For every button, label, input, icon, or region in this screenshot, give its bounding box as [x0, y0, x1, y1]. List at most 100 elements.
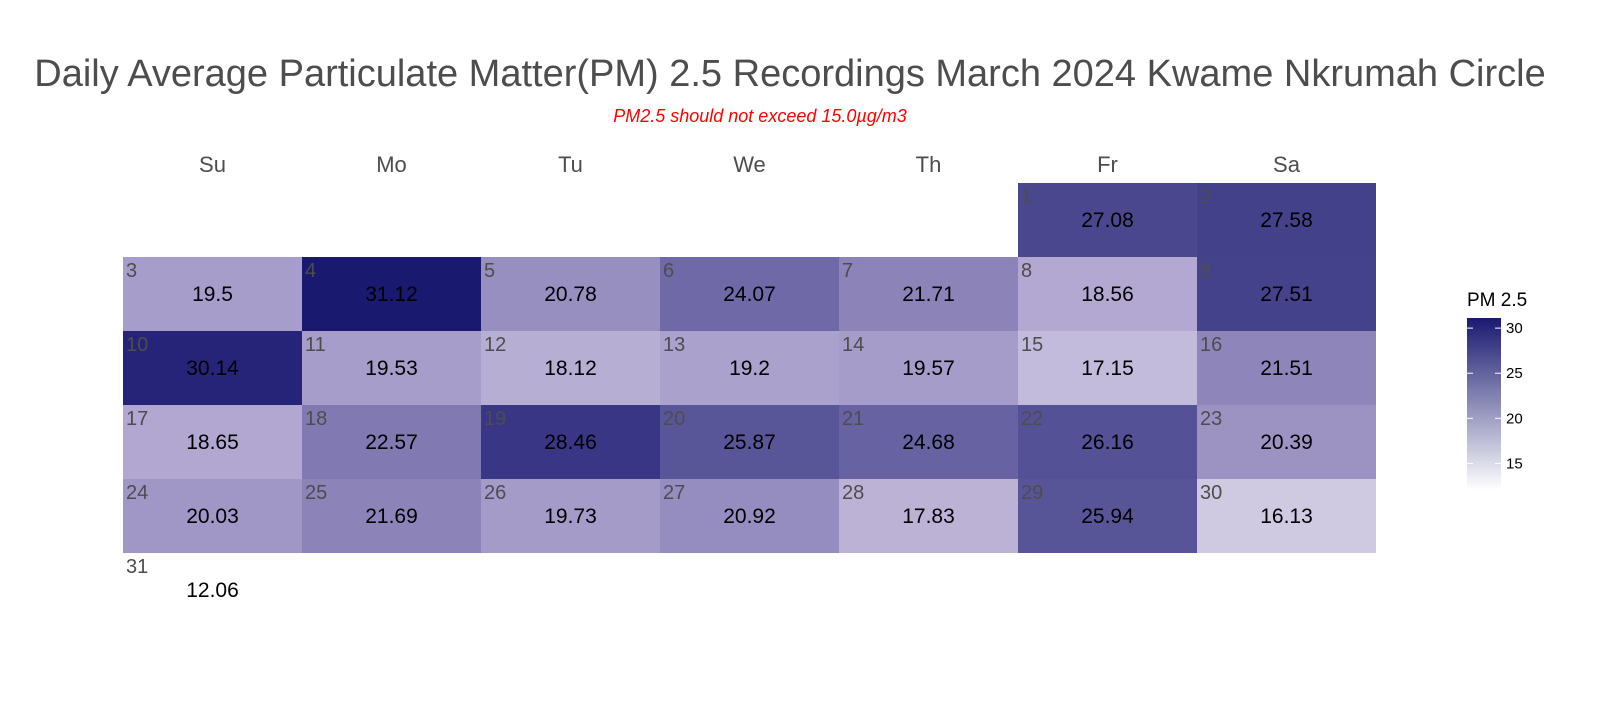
day-number-label: 19	[484, 408, 506, 430]
day-number-label: 6	[663, 260, 674, 282]
day-cell	[660, 331, 839, 405]
day-number-label: 4	[305, 260, 316, 282]
day-number-label: 30	[1200, 482, 1222, 504]
day-cell	[123, 479, 302, 553]
day-cell	[839, 331, 1018, 405]
weekday-label: Mo	[376, 152, 407, 177]
pm25-value-label: 22.57	[365, 431, 418, 454]
day-cell	[839, 405, 1018, 479]
pm25-value-label: 17.83	[902, 505, 955, 528]
legend-tick-label: 25	[1506, 365, 1523, 382]
day-number-label: 14	[842, 334, 864, 356]
day-number-label: 1	[1021, 186, 1032, 208]
day-cell	[1197, 257, 1376, 331]
day-cell	[1018, 331, 1197, 405]
pm25-value-label: 18.65	[186, 431, 239, 454]
pm25-value-label: 21.69	[365, 505, 418, 528]
day-number-label: 13	[663, 334, 685, 356]
day-cell	[839, 479, 1018, 553]
pm25-value-label: 19.73	[544, 505, 597, 528]
day-cell	[660, 257, 839, 331]
day-cell	[123, 331, 302, 405]
weekday-label: Sa	[1273, 152, 1301, 177]
pm25-value-label: 12.06	[186, 579, 239, 602]
day-number-label: 10	[126, 334, 148, 356]
weekday-label: Tu	[558, 152, 583, 177]
day-number-label: 15	[1021, 334, 1043, 356]
pm25-value-label: 19.5	[192, 283, 233, 306]
pm25-value-label: 20.92	[723, 505, 776, 528]
pm25-value-label: 21.51	[1260, 357, 1313, 380]
calendar-cells: 1 27.08 2 27.58 3 19.5 4 31.12 5 20.78 6 24.07 7 21.7…	[123, 183, 1376, 602]
pm25-value-label: 27.08	[1081, 209, 1134, 232]
pm25-value-label: 25.87	[723, 431, 776, 454]
day-number-label: 17	[126, 408, 148, 430]
day-cell	[1197, 183, 1376, 257]
pm25-value-label: 27.58	[1260, 209, 1313, 232]
pm25-value-label: 24.68	[902, 431, 955, 454]
pm25-value-label: 17.15	[1081, 357, 1134, 380]
pm25-value-label: 21.71	[902, 283, 955, 306]
pm25-value-label: 31.12	[365, 283, 418, 306]
pm25-value-label: 20.78	[544, 283, 597, 306]
day-cell	[481, 331, 660, 405]
day-number-label: 9	[1200, 260, 1211, 282]
day-number-label: 31	[126, 556, 148, 578]
day-cell	[660, 405, 839, 479]
pm25-value-label: 19.53	[365, 357, 418, 380]
day-number-label: 23	[1200, 408, 1222, 430]
day-number-label: 16	[1200, 334, 1222, 356]
day-cell	[481, 405, 660, 479]
day-number-label: 7	[842, 260, 853, 282]
day-number-label: 3	[126, 260, 137, 282]
day-number-label: 21	[842, 408, 864, 430]
color-legend: PM 2.5 15 20 25 30	[1467, 290, 1527, 490]
day-number-label: 26	[484, 482, 506, 504]
weekday-label: We	[733, 152, 766, 177]
day-number-label: 5	[484, 260, 495, 282]
pm25-value-label: 16.13	[1260, 505, 1313, 528]
day-number-label: 27	[663, 482, 685, 504]
day-number-label: 12	[484, 334, 506, 356]
pm25-value-label: 27.51	[1260, 283, 1313, 306]
day-cell	[123, 405, 302, 479]
day-cell	[1018, 405, 1197, 479]
day-cell	[839, 257, 1018, 331]
day-cell	[1197, 331, 1376, 405]
pm25-value-label: 26.16	[1081, 431, 1134, 454]
day-cell	[302, 257, 481, 331]
day-number-label: 18	[305, 408, 327, 430]
day-cell	[302, 331, 481, 405]
legend-tick-label: 15	[1506, 455, 1523, 472]
day-cell	[1018, 257, 1197, 331]
weekday-label: Th	[916, 152, 942, 177]
day-cell	[1018, 183, 1197, 257]
day-cell	[481, 257, 660, 331]
weekday-label: Fr	[1097, 152, 1118, 177]
day-cell	[123, 257, 302, 331]
legend-colorbar	[1467, 318, 1501, 490]
pm25-value-label: 24.07	[723, 283, 776, 306]
day-cell	[481, 479, 660, 553]
pm25-value-label: 20.39	[1260, 431, 1313, 454]
pm25-value-label: 30.14	[186, 357, 239, 380]
day-number-label: 28	[842, 482, 864, 504]
day-number-label: 24	[126, 482, 148, 504]
chart-subtitle: PM2.5 should not exceed 15.0µg/m3	[613, 106, 907, 126]
legend-title: PM 2.5	[1467, 290, 1527, 311]
pm25-value-label: 18.12	[544, 357, 597, 380]
legend-tick-label: 20	[1506, 410, 1523, 427]
day-cell	[1197, 405, 1376, 479]
pm25-value-label: 19.2	[729, 357, 770, 380]
pm25-value-label: 20.03	[186, 505, 239, 528]
day-cell	[660, 479, 839, 553]
day-number-label: 25	[305, 482, 327, 504]
pm25-value-label: 28.46	[544, 431, 597, 454]
legend-ticks: 15 20 25 30	[1467, 320, 1523, 472]
weekday-label: Su	[199, 152, 226, 177]
day-number-label: 22	[1021, 408, 1043, 430]
day-number-label: 11	[305, 334, 326, 356]
day-cell	[1197, 479, 1376, 553]
day-number-label: 2	[1200, 186, 1211, 208]
weekday-headers: Su Mo Tu We Th Fr Sa	[199, 152, 1301, 177]
